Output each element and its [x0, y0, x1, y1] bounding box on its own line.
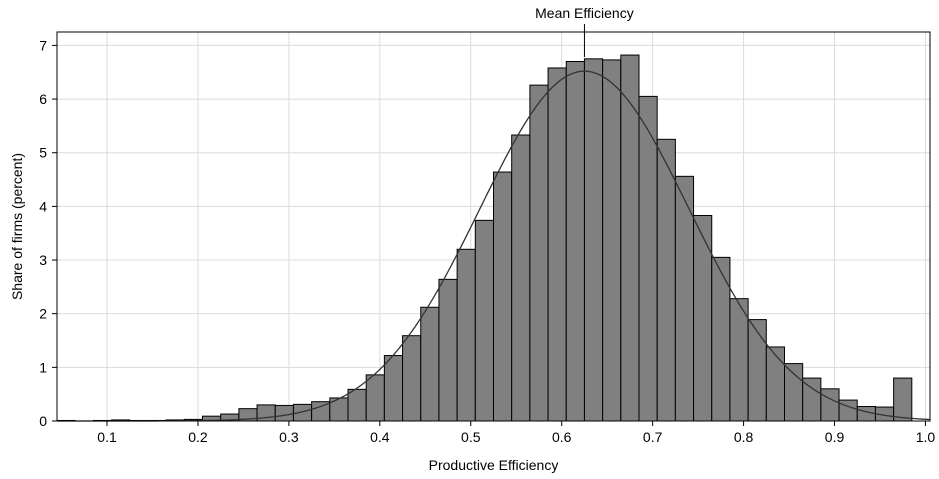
- x-tick-label: 0.4: [370, 429, 390, 445]
- y-tick-label: 6: [39, 91, 47, 107]
- histogram-bar: [583, 58, 604, 422]
- histogram-bar: [893, 377, 913, 422]
- y-tick-label: 3: [39, 252, 47, 268]
- x-axis-title: Productive Efficiency: [429, 457, 559, 473]
- y-tick-label: 5: [39, 145, 47, 161]
- histogram-bar: [729, 298, 749, 422]
- histogram-bar: [383, 355, 404, 422]
- histogram-bar: [765, 346, 785, 422]
- x-tick-label: 0.5: [461, 429, 481, 445]
- x-tick-label: 0.9: [825, 429, 845, 445]
- histogram-bar: [511, 134, 531, 422]
- x-tick-label: 0.1: [97, 429, 117, 445]
- x-tick-label: 0.7: [643, 429, 663, 445]
- histogram-bar: [365, 374, 385, 422]
- histogram-bar: [438, 278, 458, 422]
- histogram-bar: [802, 377, 822, 422]
- y-axis-title: Share of firms (percent): [9, 153, 25, 300]
- histogram-bar: [347, 388, 367, 422]
- histogram-bar: [456, 248, 476, 422]
- y-tick-label: 1: [39, 359, 47, 375]
- histogram-bar: [529, 84, 549, 422]
- x-tick-label: 0.6: [552, 429, 572, 445]
- histogram-bar: [547, 67, 567, 422]
- y-tick-label: 4: [39, 198, 47, 214]
- y-tick-label: 7: [39, 37, 47, 53]
- histogram-bar: [838, 399, 858, 422]
- histogram-bar: [565, 61, 585, 422]
- histogram-bar: [420, 306, 440, 422]
- x-tick-label: 0.3: [279, 429, 299, 445]
- histogram-bar: [784, 363, 804, 422]
- histogram-bar: [602, 59, 622, 422]
- histogram-bar: [656, 138, 676, 422]
- x-tick-label: 0.2: [188, 429, 208, 445]
- x-tick-label: 0.8: [734, 429, 754, 445]
- y-tick-label: 0: [39, 413, 47, 429]
- x-axis-ticks: 0.1 0.2 0.3 0.4 0.5 0.6 0.7 0.8 0.9 1.0: [97, 421, 935, 445]
- histogram-bar: [820, 388, 840, 422]
- y-axis-ticks: 0 1 2 3 4 5 6 7: [39, 37, 57, 429]
- x-tick-label: 1.0: [916, 429, 936, 445]
- histogram-bar: [274, 404, 294, 422]
- mean-efficiency-label: Mean Efficiency: [535, 5, 634, 21]
- histogram-bar: [620, 54, 640, 422]
- histogram-bar: [693, 215, 713, 422]
- histogram-bar: [638, 95, 658, 422]
- y-tick-label: 2: [39, 306, 47, 322]
- histogram-bar: [747, 319, 767, 422]
- histogram-bar: [474, 219, 494, 422]
- histogram-bar: [493, 171, 513, 422]
- histogram-bars: [56, 54, 913, 422]
- plot-frame: [56, 31, 931, 422]
- histogram-bar: [402, 335, 422, 422]
